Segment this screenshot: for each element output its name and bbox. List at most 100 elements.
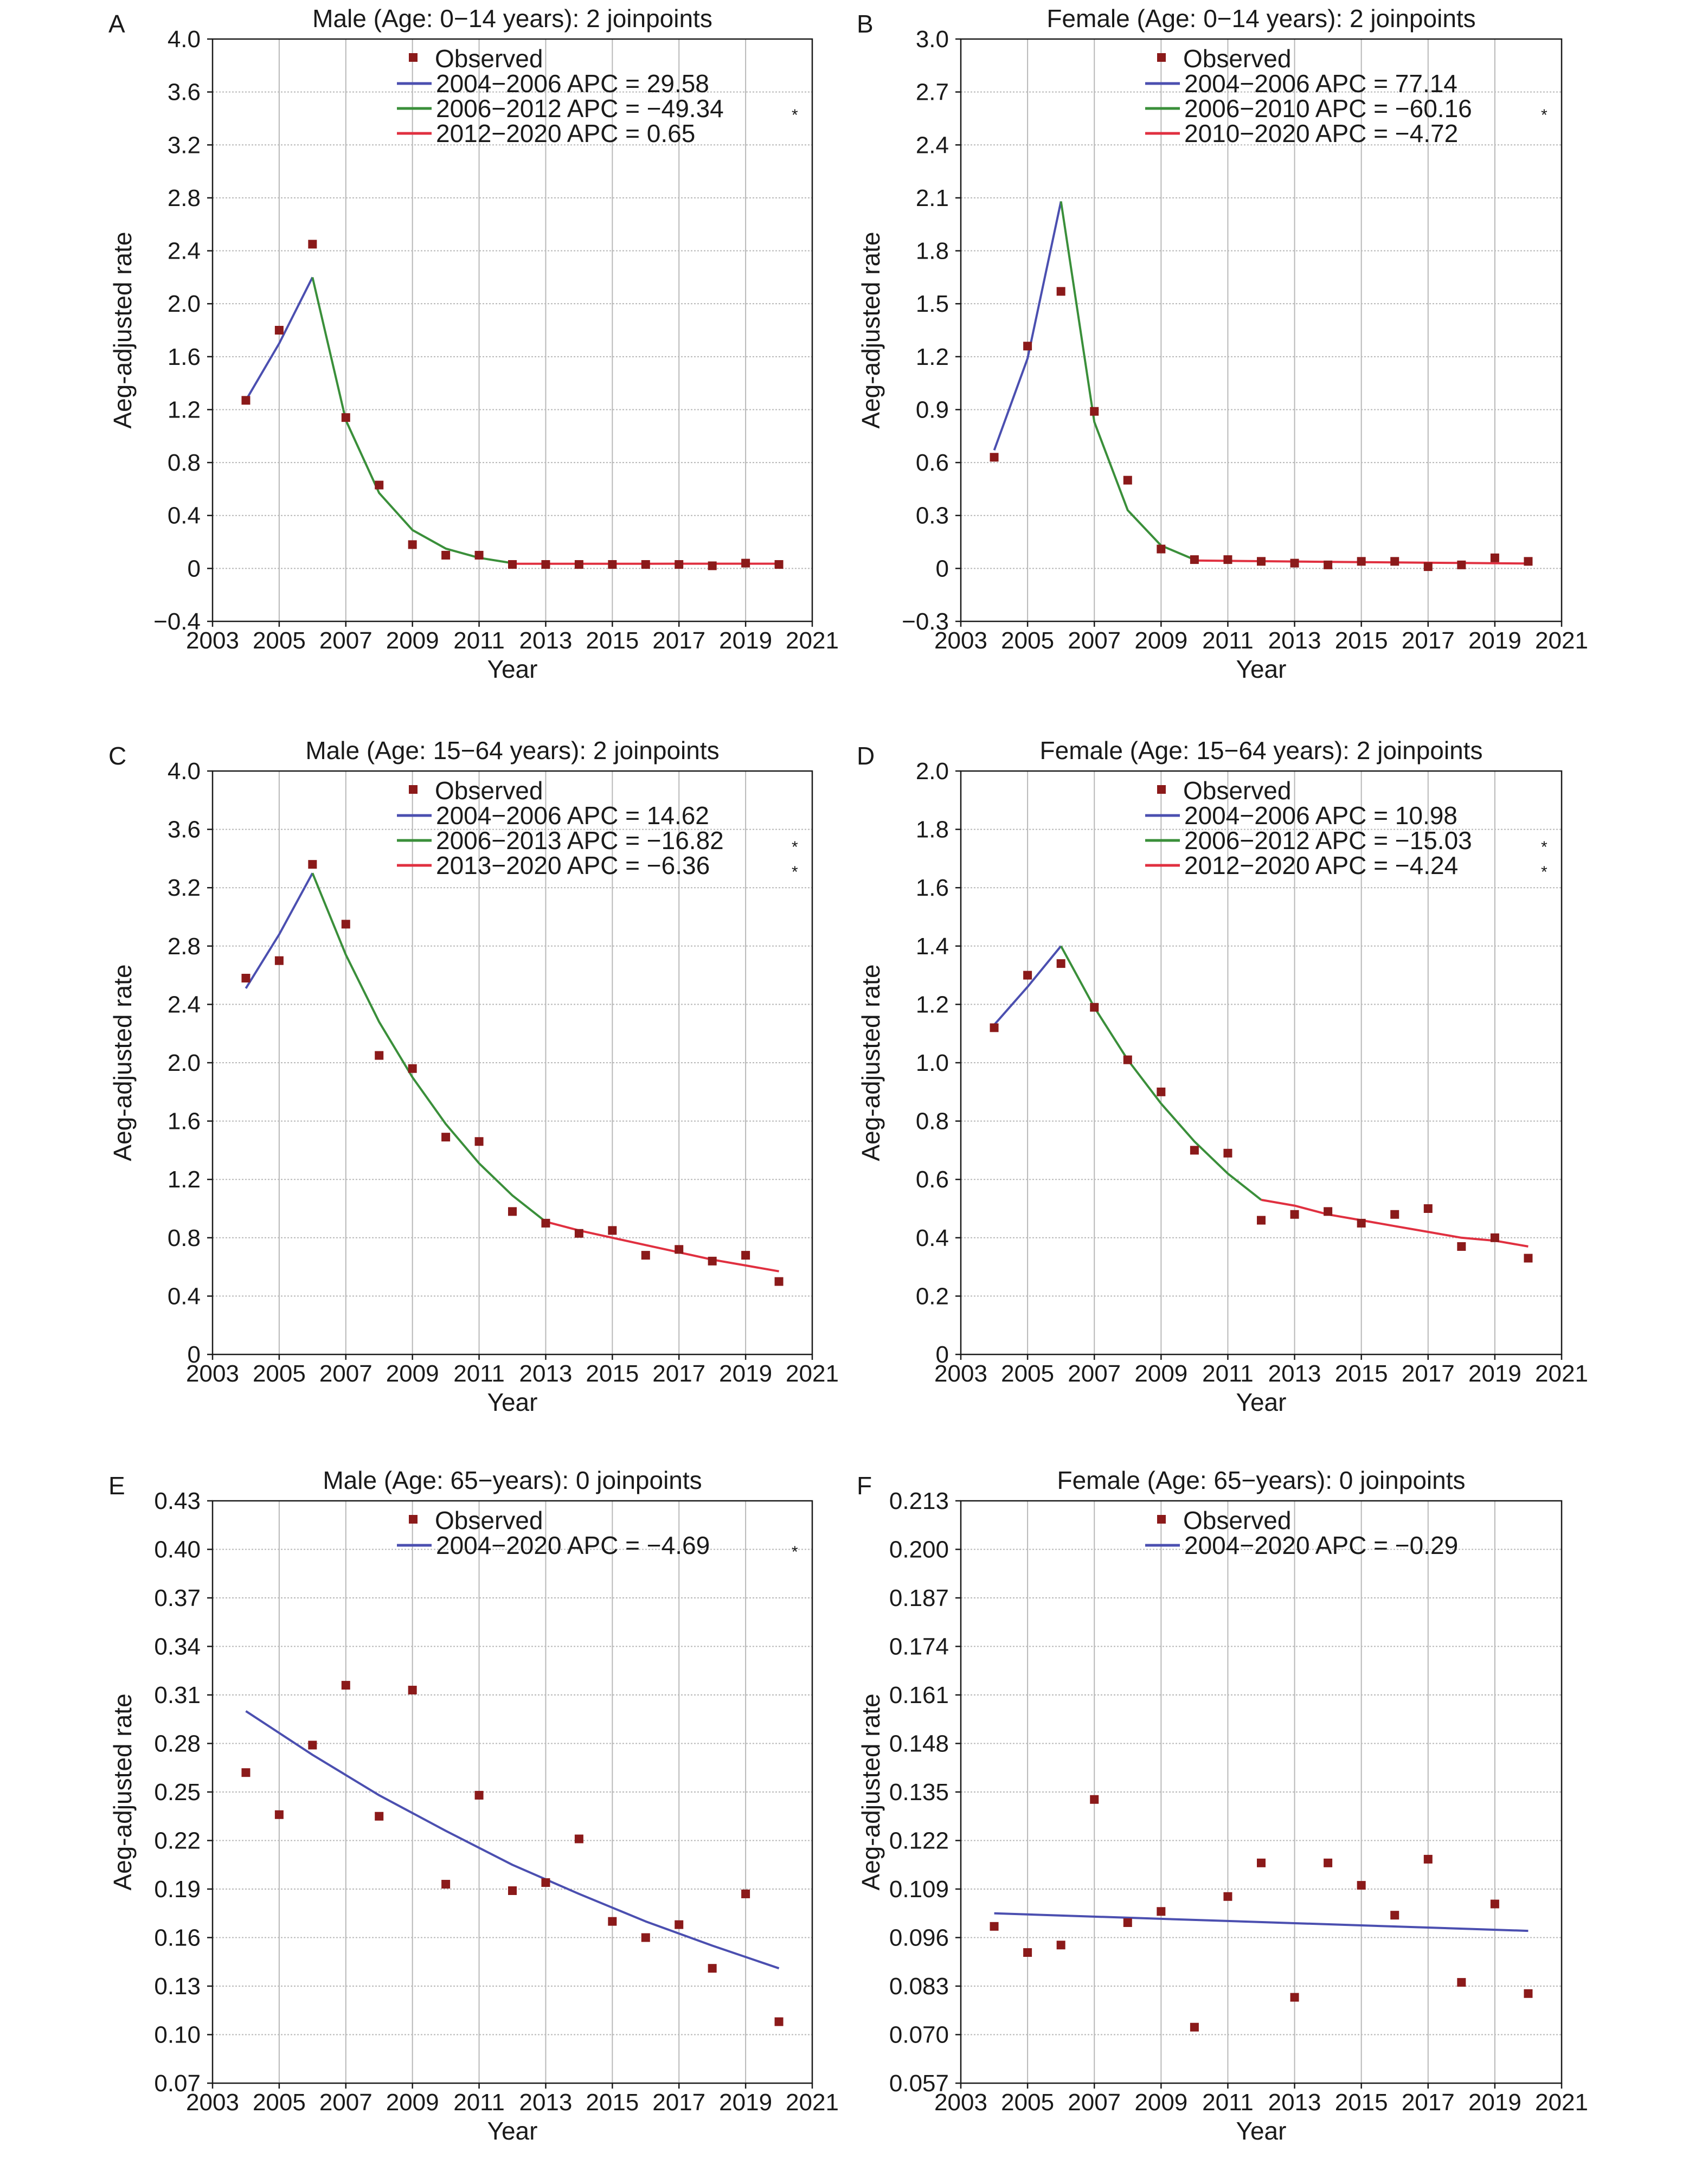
observed-point (1056, 287, 1065, 296)
observed-point (608, 560, 617, 569)
observed-point (574, 560, 583, 569)
y-tick-label: 1.6 (916, 875, 949, 901)
y-tick-label: 1.5 (916, 291, 949, 317)
fitted-line-segment-2 (1060, 201, 1195, 561)
y-axis-title: Aeg-adjusted rate (857, 232, 885, 428)
y-tick-label: 0.22 (154, 1828, 201, 1854)
y-tick-label: 0.8 (168, 1225, 201, 1251)
significance-asterisk: * (792, 838, 798, 856)
legend-series-label: 2004−2006 APC = 10.98 (1184, 801, 1457, 830)
y-tick-label: 2.8 (168, 933, 201, 960)
x-tick-label: 2013 (1268, 2089, 1321, 2116)
y-tick-label: −0.3 (902, 608, 949, 635)
x-tick-label: 2019 (1468, 1360, 1521, 1387)
observed-point (308, 240, 317, 249)
y-tick-label: 0.4 (168, 503, 201, 529)
y-tick-label: 0.07 (154, 2070, 201, 2097)
observed-point (774, 1277, 784, 1286)
x-tick-label: 2021 (1535, 627, 1588, 654)
x-tick-label: 2015 (586, 1360, 639, 1387)
x-tick-label: 2007 (1068, 627, 1121, 654)
y-tick-label: 0.2 (916, 1283, 949, 1309)
y-tick-label: 4.0 (168, 26, 201, 53)
observed-point (608, 1226, 617, 1235)
legend-observed-marker (409, 53, 418, 62)
legend-series-label: 2004−2006 APC = 14.62 (436, 801, 709, 830)
observed-point (774, 560, 784, 569)
observed-point (508, 560, 517, 569)
legend-series-label: 2012−2020 APC = 0.65 (436, 119, 695, 147)
y-tick-label: 0 (936, 555, 949, 582)
chart-panel-c: C Male (Age: 15−64 years): 2 joinpoints 20… (108, 736, 839, 1416)
y-tick-label: 0.213 (889, 1488, 949, 1514)
significance-asterisk: * (792, 1543, 798, 1561)
y-tick-label: 1.8 (916, 238, 949, 265)
observed-point (708, 1256, 717, 1266)
y-tick-label: 0.34 (154, 1634, 201, 1660)
y-tick-label: 0.40 (154, 1537, 201, 1563)
fitted-line-segment-1 (245, 872, 314, 989)
x-tick-label: 2017 (1402, 627, 1455, 654)
observed-point (308, 1740, 317, 1750)
observed-point (675, 1920, 684, 1929)
observed-point (441, 550, 451, 560)
chart-title: Male (Age: 65−years): 0 joinpoints (323, 1466, 702, 1494)
y-tick-label: 0.3 (916, 503, 949, 529)
x-tick-label: 2019 (719, 1360, 772, 1387)
y-tick-label: 0.057 (889, 2070, 949, 2097)
panel-letter: B (857, 10, 874, 38)
x-tick-label: 2021 (1535, 1360, 1588, 1387)
fitted-line-segment-1 (245, 1710, 780, 1970)
panel-letter: F (857, 1472, 872, 1500)
observed-point (741, 1889, 750, 1898)
observed-point (408, 1064, 417, 1073)
observed-point (474, 1790, 484, 1800)
observed-point (1190, 555, 1199, 564)
y-tick-label: 0 (188, 555, 201, 582)
x-tick-label: 2013 (519, 627, 572, 654)
observed-point (1023, 1948, 1032, 1957)
observed-point (1257, 1216, 1266, 1225)
x-tick-label: 2017 (1402, 2089, 1455, 2116)
observed-point (1357, 1881, 1366, 1890)
chart-panel-b: B Female (Age: 0−14 years): 2 joinpoints 2… (857, 4, 1588, 683)
observed-point (675, 1245, 684, 1254)
observed-point (1123, 476, 1132, 485)
y-tick-label: 0.25 (154, 1779, 201, 1806)
x-axis-title: Year (487, 2117, 538, 2145)
observed-point (1223, 1892, 1232, 1901)
x-tick-label: 2011 (1202, 2089, 1254, 2116)
observed-point (1157, 544, 1166, 554)
y-tick-label: 0.070 (889, 2022, 949, 2048)
observed-point (990, 1023, 999, 1032)
legend-observed-marker (409, 785, 418, 794)
x-tick-label: 2011 (1202, 1360, 1254, 1387)
observed-point (341, 413, 350, 422)
x-tick-label: 2009 (1134, 1360, 1187, 1387)
fitted-line-segment-3 (1261, 1198, 1529, 1248)
observed-point (308, 860, 317, 869)
observed-point (1090, 407, 1099, 416)
observed-point (1390, 1911, 1399, 1920)
legend-series-label: 2004−2006 APC = 77.14 (1184, 69, 1457, 98)
chart-title: Female (Age: 0−14 years): 2 joinpoints (1046, 4, 1475, 33)
x-tick-label: 2019 (719, 627, 772, 654)
observed-point (641, 1251, 650, 1260)
observed-point (1457, 1242, 1466, 1251)
panel-letter: A (108, 10, 125, 38)
significance-asterisk: * (1541, 863, 1548, 881)
observed-point (1524, 1254, 1533, 1263)
observed-point (774, 2017, 784, 2026)
x-tick-label: 2009 (1134, 627, 1187, 654)
observed-point (1190, 2022, 1199, 2032)
x-tick-label: 2013 (519, 1360, 572, 1387)
x-tick-label: 2011 (453, 2089, 505, 2116)
observed-point (1290, 1210, 1299, 1219)
y-tick-label: 0 (188, 1341, 201, 1368)
fitted-line-segment-1 (993, 201, 1062, 451)
x-axis-title: Year (487, 1388, 538, 1416)
observed-point (1090, 1003, 1099, 1012)
x-tick-label: 2005 (1001, 1360, 1054, 1387)
y-tick-label: −0.4 (153, 608, 201, 635)
fitted-line-segment-1 (994, 1912, 1529, 1932)
